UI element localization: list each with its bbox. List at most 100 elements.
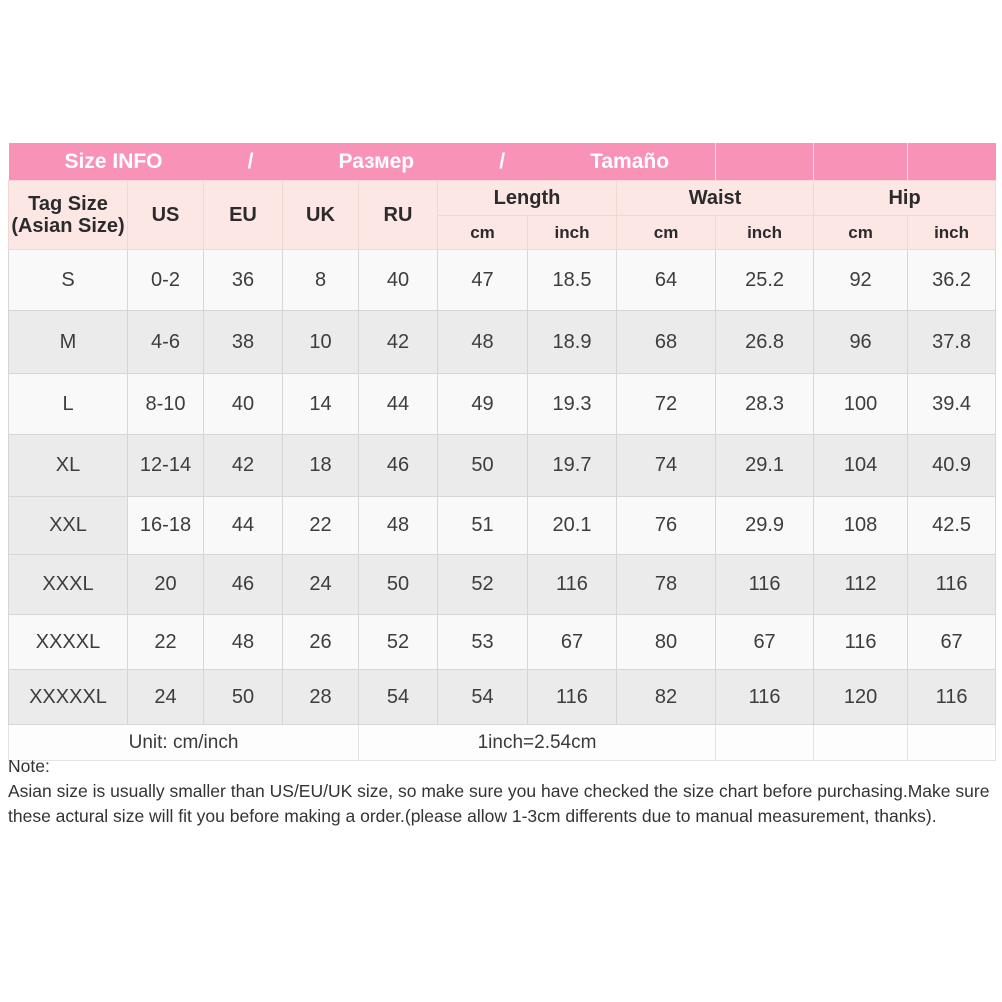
size-label: XXXXL (8, 614, 128, 670)
title-tamano: Tamaño (590, 149, 670, 173)
table-cell: 54 (437, 669, 528, 725)
unit-label: Unit: cm/inch (8, 724, 359, 761)
size-label: S (8, 249, 128, 311)
table-cell: 108 (813, 496, 909, 555)
table-cell: 92 (813, 249, 909, 311)
table-cell: 22 (127, 614, 204, 670)
table-row-m: M 4-6 38 10 42 48 18.9 68 26.8 96 37.8 (8, 310, 997, 374)
note-block: Note: Asian size is usually smaller than… (8, 754, 996, 829)
title-size-info: Size INFO (64, 149, 163, 173)
header-length-cm: cm (437, 215, 528, 250)
table-cell: 116 (527, 669, 617, 725)
table-cell: 40 (203, 373, 283, 435)
size-chart-table: Size INFO / Размер / Tamaño Tag Size (As… (8, 143, 997, 761)
header-tag-size-line1: Tag Size (28, 193, 108, 215)
table-cell: 52 (358, 614, 438, 670)
unit-empty-cell (907, 724, 997, 761)
header-uk: UK (282, 180, 359, 250)
table-cell: 116 (907, 669, 997, 725)
table-cell: 50 (203, 669, 283, 725)
table-cell: 116 (715, 554, 815, 615)
table-cell: 19.3 (527, 373, 617, 435)
table-cell: 8 (282, 249, 359, 311)
table-cell: 44 (358, 373, 438, 435)
table-cell: 16-18 (127, 496, 204, 555)
unit-row: Unit: cm/inch 1inch=2.54cm (8, 724, 997, 761)
table-cell: 50 (437, 434, 528, 497)
table-cell: 76 (615, 496, 717, 555)
header-subrow: cm inch cm inch cm inch (9, 215, 997, 250)
size-label: XXXL (8, 554, 128, 615)
table-cell: 42 (203, 434, 283, 497)
table-cell: 26.8 (715, 310, 815, 374)
header-ru: RU (358, 180, 438, 250)
table-cell: 36.2 (907, 249, 997, 311)
title-empty-cell (813, 143, 908, 181)
unit-empty-cell (813, 724, 909, 761)
table-cell: 48 (358, 496, 438, 555)
title-empty-cell (907, 143, 996, 181)
table-cell: 112 (813, 554, 909, 615)
table-cell: 36 (203, 249, 283, 311)
table-cell: 47 (437, 249, 528, 311)
table-cell: 51 (437, 496, 528, 555)
table-cell: 64 (615, 249, 717, 311)
table-cell: 116 (813, 614, 909, 670)
table-row-xxxl: XXXL 20 46 24 50 52 116 78 116 112 116 (8, 554, 997, 615)
table-cell: 18.5 (527, 249, 617, 311)
size-label: L (8, 373, 128, 435)
table-cell: 116 (527, 554, 617, 615)
table-cell: 50 (358, 554, 438, 615)
table-cell: 29.9 (715, 496, 815, 555)
table-cell: 67 (907, 614, 997, 670)
title-separator-1: / (247, 149, 254, 173)
header-row: Tag Size (Asian Size) US EU UK RU Length… (8, 180, 997, 250)
table-cell: 74 (615, 434, 717, 497)
header-us: US (127, 180, 204, 250)
table-cell: 24 (282, 554, 359, 615)
table-cell: 46 (203, 554, 283, 615)
table-cell: 29.1 (715, 434, 815, 497)
table-cell: 49 (437, 373, 528, 435)
table-cell: 28 (282, 669, 359, 725)
table-cell: 22 (282, 496, 359, 555)
table-cell: 18 (282, 434, 359, 497)
table-cell: 37.8 (907, 310, 997, 374)
table-row-s: S 0-2 36 8 40 47 18.5 64 25.2 92 36.2 (8, 249, 997, 311)
table-cell: 8-10 (127, 373, 204, 435)
note-heading: Note: (8, 756, 50, 776)
header-waist-inch: inch (715, 215, 815, 250)
table-title-cell: Size INFO / Размер / Tamaño (8, 143, 716, 181)
table-cell: 52 (437, 554, 528, 615)
header-hip: Hip (813, 180, 997, 216)
table-cell: 40 (358, 249, 438, 311)
table-row-l: L 8-10 40 14 44 49 19.3 72 28.3 100 39.4 (8, 373, 997, 435)
header-hip-inch: inch (907, 215, 997, 250)
table-cell: 26 (282, 614, 359, 670)
title-row: Size INFO / Размер / Tamaño (8, 143, 996, 181)
unit-empty-cell (715, 724, 815, 761)
table-cell: 24 (127, 669, 204, 725)
table-cell: 19.7 (527, 434, 617, 497)
table-cell: 104 (813, 434, 909, 497)
table-cell: 18.9 (527, 310, 617, 374)
table-cell: 39.4 (907, 373, 997, 435)
size-label: M (8, 310, 128, 374)
conversion-label: 1inch=2.54cm (357, 724, 717, 761)
table-cell: 42.5 (907, 496, 997, 555)
table-cell: 28.3 (715, 373, 815, 435)
table-row-xxl: XXL 16-18 44 22 48 51 20.1 76 29.9 108 4… (8, 496, 997, 555)
table-cell: 78 (615, 554, 717, 615)
table-cell: 48 (203, 614, 283, 670)
table-cell: 44 (203, 496, 283, 555)
table-cell: 20.1 (527, 496, 617, 555)
size-label: XXXXXL (8, 669, 128, 725)
table-cell: 96 (813, 310, 909, 374)
header-tag-size: Tag Size (Asian Size) (8, 180, 128, 250)
table-cell: 80 (615, 614, 717, 670)
table-cell: 4-6 (127, 310, 204, 374)
table-cell: 53 (437, 614, 528, 670)
table-cell: 42 (358, 310, 438, 374)
table-row-xxxxxl: XXXXXL 24 50 28 54 54 116 82 116 120 116 (8, 669, 997, 725)
